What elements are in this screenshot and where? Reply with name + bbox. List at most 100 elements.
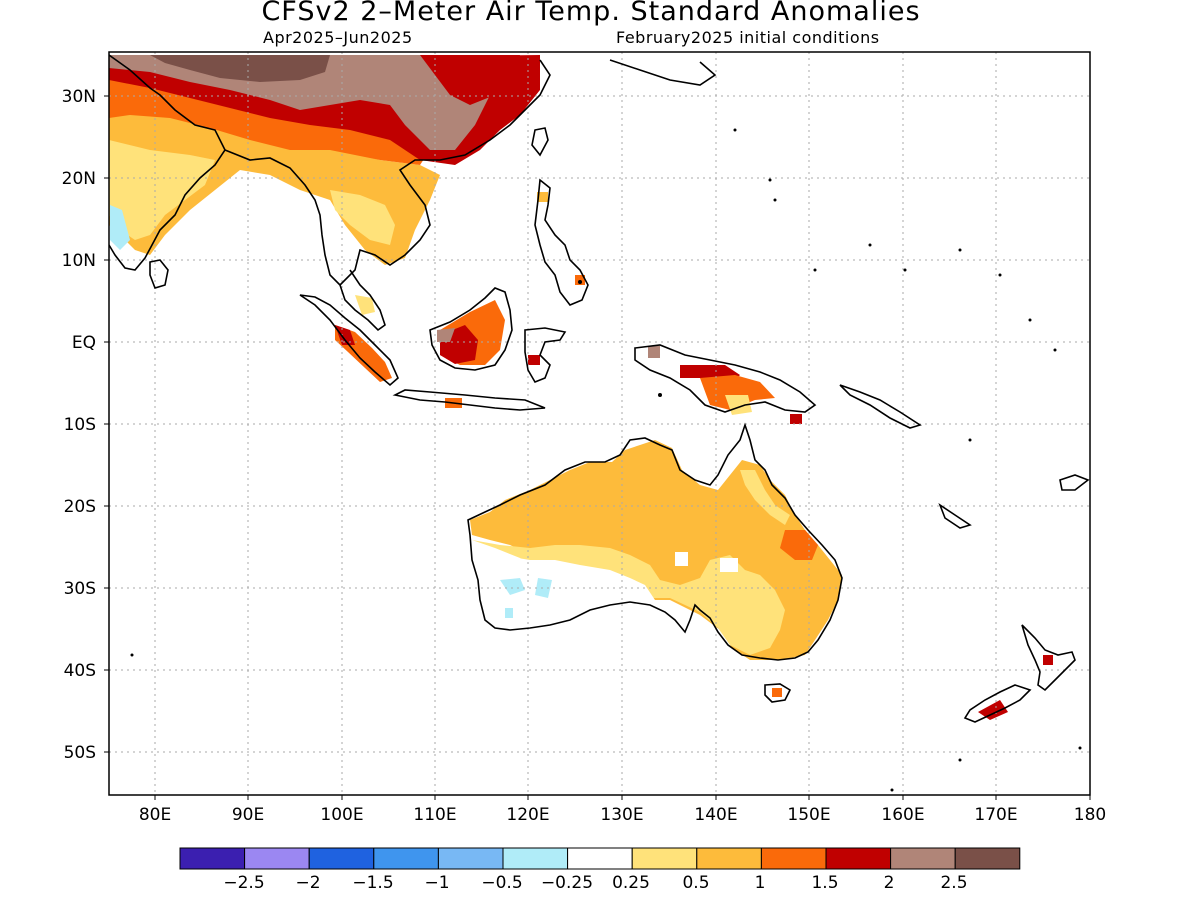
malaysia-yellow <box>355 295 375 315</box>
coast-nz-north <box>1021 624 1076 692</box>
colorbar-swatch <box>760 847 827 870</box>
lat-label: 10N <box>62 251 96 271</box>
colorbar-label: −0.5 <box>481 873 522 893</box>
lat-label: 50S <box>64 743 96 763</box>
colorbar-label: −1 <box>424 873 449 893</box>
colorbar-swatch <box>954 847 1021 870</box>
lat-label: 30N <box>62 87 96 107</box>
china-red-inner <box>420 55 520 105</box>
colorbar-swatch <box>179 847 246 870</box>
map-title: CFSv2 2–Meter Air Temp. Standard Anomali… <box>261 0 921 27</box>
initial-conditions: February2025 initial conditions <box>616 28 880 47</box>
colorbar-swatch <box>502 847 569 870</box>
lat-label: 30S <box>64 579 96 599</box>
colorbar-swatch <box>308 847 375 870</box>
nz-north-red <box>1043 655 1053 665</box>
lon-labels: 80E 90E 100E 110E 120E 130E 140E 150E 16… <box>139 805 1106 825</box>
colorbar-label: 2 <box>884 873 895 893</box>
australia-white <box>472 548 655 620</box>
anomaly-fields <box>109 55 1053 720</box>
lon-label: 140E <box>694 805 737 825</box>
coast-solomons <box>839 384 922 429</box>
new-guinea-brown <box>648 346 660 358</box>
lon-label: 130E <box>600 805 643 825</box>
coast-sri-lanka <box>149 259 169 289</box>
coast-new-guinea <box>634 344 817 413</box>
australia-cool-2 <box>535 578 552 598</box>
lat-label: 10S <box>64 415 96 435</box>
india-light <box>109 140 215 240</box>
tibet-brown-dark <box>150 55 330 82</box>
australia-east-light <box>740 470 790 525</box>
colorbar <box>179 847 1021 870</box>
colorbar-swatch <box>825 847 892 870</box>
coast-bay-of-bengal <box>224 149 341 286</box>
coast-java <box>392 389 546 411</box>
colorbar-label: 2.5 <box>940 873 967 893</box>
australia-cool <box>500 578 525 595</box>
colorbar-swatch <box>244 847 310 870</box>
colorbar-swatch <box>631 847 698 870</box>
indochina-light <box>330 190 395 245</box>
coastlines <box>109 54 1090 723</box>
lat-label: 20S <box>64 497 96 517</box>
coast-indochina <box>339 59 551 286</box>
india-cool <box>110 205 130 250</box>
colorbar-swatch <box>437 847 504 870</box>
china-brown-light <box>109 55 490 150</box>
colorbar-labels: −2.5 −2 −1.5 −1 −0.5 −0.25 0.25 0.5 1 1.… <box>223 873 967 893</box>
colorbar-swatch <box>890 847 956 870</box>
colorbar-label: 0.25 <box>612 873 650 893</box>
colorbar-swatch <box>567 847 633 870</box>
australia-cool-3 <box>505 608 513 618</box>
tick-marks <box>104 95 1091 800</box>
coast-malay-peninsula <box>339 269 386 332</box>
coast-sulawesi <box>524 327 567 383</box>
coast-nz-south <box>963 684 1032 723</box>
new-guinea-orange <box>700 375 775 410</box>
coast-australia <box>467 422 843 661</box>
lat-label: EQ <box>72 333 96 353</box>
coast-sumatra <box>299 294 399 387</box>
coast-vanuatu <box>938 502 972 529</box>
lon-label: 80E <box>139 805 171 825</box>
colorbar-label: 1.5 <box>811 873 838 893</box>
colorbar-swatch <box>373 847 439 870</box>
australia-east-orange <box>780 530 818 560</box>
colorbar-label: −1.5 <box>352 873 393 893</box>
bismarck-red <box>790 414 802 424</box>
australia-white-patch <box>675 552 688 566</box>
lat-labels: 30N 20N 10N EQ 10S 20S 30S 40S 50S <box>62 87 96 763</box>
colorbar-swatch <box>696 847 762 870</box>
lon-label: 90E <box>232 805 264 825</box>
sulawesi-red <box>528 355 540 365</box>
gridlines <box>109 52 1090 795</box>
coast-asia <box>109 54 226 271</box>
lon-label: 170E <box>974 805 1017 825</box>
australia-white-patch-2 <box>720 558 738 572</box>
sumatra-red <box>335 325 355 345</box>
borneo-brown <box>437 328 455 342</box>
small-islands <box>130 128 1082 792</box>
philippines-orange <box>537 192 548 202</box>
lon-label: 160E <box>881 805 924 825</box>
tasmania-orange <box>772 688 782 697</box>
lon-label: 150E <box>787 805 830 825</box>
lon-label: 180 <box>1074 805 1106 825</box>
coast-fiji-region <box>1059 474 1090 491</box>
colorbar-label: 0.5 <box>682 873 709 893</box>
colorbar-label: −2 <box>295 873 320 893</box>
coast-tasmania <box>764 683 792 703</box>
lon-label: 120E <box>506 805 549 825</box>
lat-label: 40S <box>64 661 96 681</box>
lat-label: 20N <box>62 169 96 189</box>
lon-label: 100E <box>320 805 363 825</box>
forecast-period: Apr2025–Jun2025 <box>263 28 413 47</box>
colorbar-label: −2.5 <box>223 873 264 893</box>
lon-label: 110E <box>413 805 456 825</box>
coast-philippines <box>534 178 589 306</box>
colorbar-label: −0.25 <box>541 873 593 893</box>
coast-japan <box>609 59 717 86</box>
nz-south-red <box>978 700 1008 720</box>
